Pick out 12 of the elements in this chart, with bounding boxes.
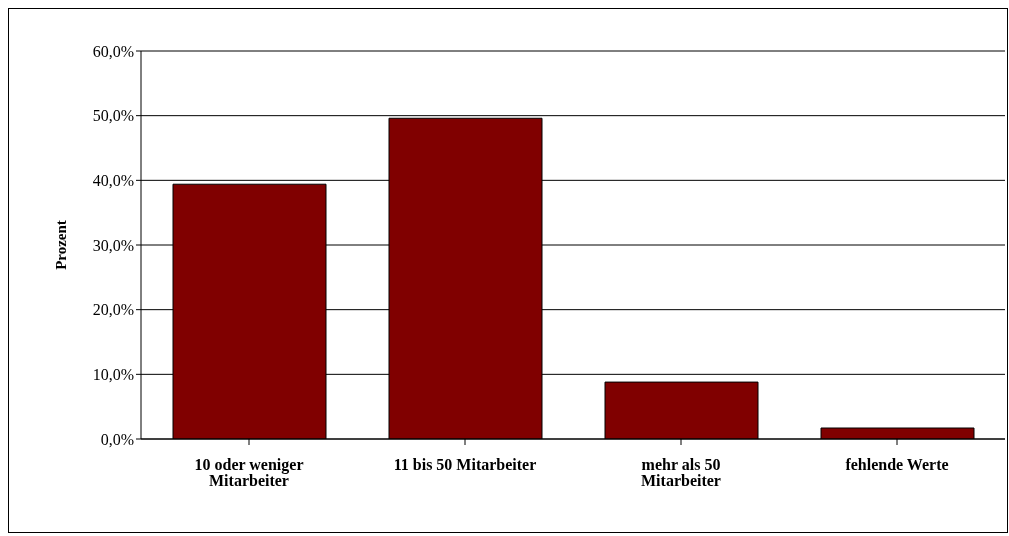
- y-tick-label: 30,0%: [92, 236, 134, 254]
- y-tick-label: 60,0%: [92, 42, 134, 60]
- y-tick-label: 10,0%: [92, 366, 134, 384]
- y-tick-label: 20,0%: [92, 301, 134, 319]
- y-tick-label: 40,0%: [92, 172, 134, 190]
- y-tick-label: 50,0%: [92, 107, 134, 125]
- y-axis-title: Prozent: [53, 220, 70, 270]
- x-tick-label: 11 bis 50 Mitarbeiter: [393, 456, 537, 474]
- y-tick-label: 0,0%: [100, 430, 134, 448]
- x-tick-label: fehlende Werte: [845, 456, 949, 474]
- x-tick-label: mehr als 50 Mitarbeiter: [641, 456, 721, 490]
- x-tick-label: 10 oder weniger Mitarbeiter: [194, 456, 304, 490]
